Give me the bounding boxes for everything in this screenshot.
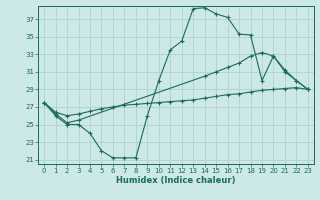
X-axis label: Humidex (Indice chaleur): Humidex (Indice chaleur) (116, 176, 236, 185)
